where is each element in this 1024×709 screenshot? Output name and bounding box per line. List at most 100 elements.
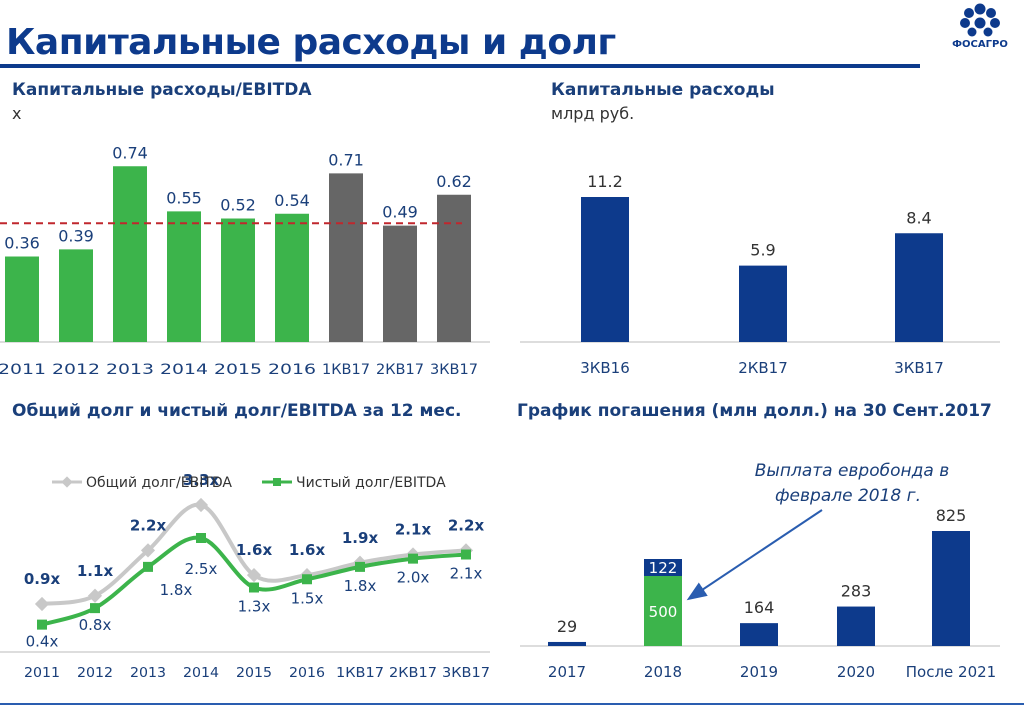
gross-debt-point bbox=[87, 588, 103, 603]
repayment-bar bbox=[740, 623, 778, 646]
gross-debt-value-label: 0.9x bbox=[24, 570, 61, 588]
capex-tick-label: 3КВ17 bbox=[894, 359, 944, 377]
capex-ebitda-unit: x bbox=[12, 104, 22, 123]
repayment-tick-label: 2020 bbox=[837, 663, 875, 681]
net-debt-point bbox=[90, 603, 100, 614]
page-title: Капитальные расходы и долг bbox=[6, 22, 616, 63]
debt-title: Общий долг и чистый долг/EBITDA за 12 ме… bbox=[12, 401, 462, 421]
capex-ebitda-bar bbox=[59, 249, 93, 342]
capex-ebitda-value-label: 0.36 bbox=[4, 234, 40, 253]
capex-unit: млрд руб. bbox=[551, 104, 635, 123]
net-debt-value-label: 0.4x bbox=[26, 633, 59, 651]
capex-title: Капитальные расходы bbox=[551, 80, 775, 100]
repayment-value-label: 29 bbox=[557, 617, 577, 636]
net-debt-point bbox=[196, 533, 206, 543]
repayment-bar bbox=[932, 531, 970, 646]
capex-ebitda-bar bbox=[437, 194, 471, 342]
net-debt-value-label: 1.8x bbox=[344, 577, 377, 595]
debt-tick-label: 2016 bbox=[289, 666, 325, 681]
repayment-value-label: 825 bbox=[936, 506, 967, 525]
repayment-tick-label: После 2021 bbox=[906, 663, 996, 681]
net-debt-value-label: 2.5x bbox=[185, 560, 218, 578]
footer-rule bbox=[0, 703, 1024, 705]
phosagro-logo bbox=[960, 3, 1000, 37]
capex-ebitda-value-label: 0.49 bbox=[382, 203, 418, 222]
capex-chart: 11.2 3КВ16 5.9 2КВ17 8.4 3КВ17 bbox=[520, 172, 1000, 377]
debt-tick-label: 2015 bbox=[236, 666, 272, 681]
debt-chart: 0.9x 1.1x 2.2x 3.3x 1.6x 1.6x 1.9x 2.1x 2.2x 0.4x… bbox=[0, 471, 490, 681]
capex-value-label: 5.9 bbox=[750, 241, 775, 260]
net-debt-point bbox=[37, 619, 47, 630]
gross-debt-point bbox=[193, 497, 209, 513]
repayment-title: График погашения (млн долл.) на 30 Сент.… bbox=[517, 401, 992, 421]
capex-ebitda-chart: 0.36 2011 0.39 2012 0.74 2013 0.55 2014 0.52 2015… bbox=[0, 143, 490, 378]
logo-text: ФОСАГРО bbox=[952, 39, 1008, 50]
repayment-tick-label: 2019 bbox=[740, 663, 778, 681]
gross-debt-value-label: 2.2x bbox=[448, 516, 485, 534]
capex-ebitda-value-label: 0.55 bbox=[166, 188, 202, 207]
capex-ebitda-tick-label: 2012 bbox=[52, 362, 100, 378]
debt-tick-label: 3КВ17 bbox=[442, 666, 490, 681]
gross-debt-value-label: 2.1x bbox=[395, 521, 432, 539]
capex-ebitda-value-label: 0.74 bbox=[112, 143, 148, 162]
capex-ebitda-value-label: 0.52 bbox=[220, 196, 256, 215]
gross-debt-value-label: 1.9x bbox=[342, 529, 379, 547]
capex-ebitda-value-label: 0.71 bbox=[328, 150, 364, 169]
capex-tick-label: 2КВ17 bbox=[738, 359, 788, 377]
capex-ebitda-bar bbox=[275, 213, 309, 342]
repayment-bar bbox=[837, 606, 875, 646]
capex-bar bbox=[895, 233, 943, 342]
title-underline bbox=[0, 64, 920, 68]
capex-ebitda-tick-label: 1КВ17 bbox=[322, 362, 370, 378]
gross-debt-point bbox=[140, 543, 156, 558]
capex-value-label: 8.4 bbox=[906, 208, 931, 227]
net-debt-point bbox=[249, 582, 259, 593]
gross-debt-value-label: 2.2x bbox=[130, 516, 167, 534]
capex-ebitda-bar bbox=[221, 218, 255, 342]
capex-bar bbox=[581, 197, 629, 342]
debt-tick-label: 1КВ17 bbox=[336, 666, 384, 681]
capex-ebitda-bar bbox=[5, 256, 39, 342]
capex-ebitda-bar bbox=[167, 211, 201, 342]
net-debt-value-label: 2.0x bbox=[397, 569, 430, 587]
gross-debt-value-label: 1.1x bbox=[77, 562, 114, 580]
net-debt-value-label: 1.5x bbox=[291, 589, 324, 607]
capex-value-label: 11.2 bbox=[587, 172, 623, 191]
capex-ebitda-tick-label: 2011 bbox=[0, 362, 46, 378]
capex-ebitda-tick-label: 2013 bbox=[106, 362, 154, 378]
debt-tick-label: 2013 bbox=[130, 666, 166, 681]
legend-marker bbox=[273, 478, 281, 486]
repayment-value-label: 283 bbox=[841, 582, 872, 601]
capex-ebitda-value-label: 0.39 bbox=[58, 226, 94, 245]
repayment-bar bbox=[548, 641, 586, 646]
capex-ebitda-title: Капитальные расходы/EBITDA bbox=[12, 80, 312, 100]
net-debt-value-label: 2.1x bbox=[450, 565, 483, 583]
debt-tick-label: 2014 bbox=[183, 666, 219, 681]
debt-tick-label: 2012 bbox=[77, 666, 113, 681]
legend-label: Чистый долг/EBITDA bbox=[296, 475, 446, 491]
capex-ebitda-tick-label: 3КВ17 bbox=[430, 362, 478, 378]
repayment-tick-label: 2017 bbox=[548, 663, 586, 681]
net-debt-point bbox=[143, 561, 153, 572]
capex-ebitda-tick-label: 2КВ17 bbox=[376, 362, 424, 378]
net-debt-value-label: 1.3x bbox=[238, 598, 271, 616]
repayment-stack-label: 500 bbox=[649, 603, 678, 621]
repayment-value-label: 164 bbox=[744, 598, 775, 617]
capex-ebitda-value-label: 0.54 bbox=[274, 191, 310, 210]
capex-tick-label: 3КВ16 bbox=[580, 359, 630, 377]
gross-debt-value-label: 1.6x bbox=[289, 541, 326, 559]
capex-ebitda-tick-label: 2014 bbox=[160, 362, 208, 378]
gross-debt-value-label: 3.3x bbox=[183, 471, 220, 489]
debt-tick-label: 2011 bbox=[24, 666, 60, 681]
annotation-arrow bbox=[686, 509, 823, 601]
annotation-line-1: Выплата евробонда в bbox=[755, 461, 949, 481]
net-debt-point bbox=[461, 549, 471, 560]
capex-ebitda-tick-label: 2015 bbox=[214, 362, 262, 378]
gross-debt-point bbox=[34, 596, 50, 612]
legend-label: Общий долг/EBITDA bbox=[86, 475, 232, 491]
capex-ebitda-tick-label: 2016 bbox=[268, 362, 316, 378]
net-debt-point bbox=[355, 561, 365, 572]
net-debt-point bbox=[302, 574, 312, 585]
capex-bar bbox=[739, 265, 787, 342]
